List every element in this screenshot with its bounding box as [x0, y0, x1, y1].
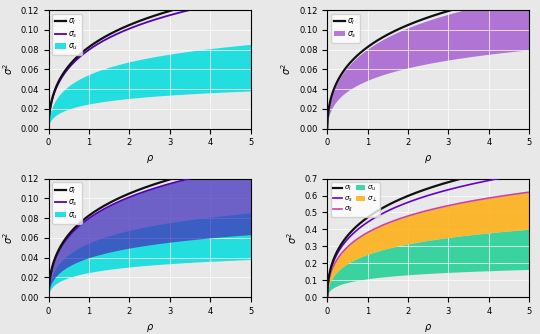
Y-axis label: $\sigma^2$: $\sigma^2$ — [285, 232, 299, 244]
Y-axis label: $\sigma^2$: $\sigma^2$ — [1, 63, 15, 75]
X-axis label: $\rho$: $\rho$ — [145, 153, 153, 165]
X-axis label: $\rho$: $\rho$ — [424, 322, 433, 334]
X-axis label: $\rho$: $\rho$ — [424, 153, 433, 165]
Legend: $\sigma_I$, $\sigma_s$, $\sigma_u$: $\sigma_I$, $\sigma_s$, $\sigma_u$ — [52, 182, 82, 224]
Y-axis label: $\sigma^2$: $\sigma^2$ — [280, 63, 293, 75]
X-axis label: $\rho$: $\rho$ — [145, 322, 153, 334]
Legend: $\sigma_I$, $\sigma_s$: $\sigma_I$, $\sigma_s$ — [331, 14, 360, 43]
Legend: $\sigma_I$, $\sigma_s$, $\sigma_u$: $\sigma_I$, $\sigma_s$, $\sigma_u$ — [52, 14, 82, 55]
Legend: $\sigma_I$, $\sigma_s$, $\sigma_{II}$, $\sigma_u$, $\sigma_\perp$: $\sigma_I$, $\sigma_s$, $\sigma_{II}$, $… — [330, 182, 380, 216]
Y-axis label: $\sigma^2$: $\sigma^2$ — [1, 232, 15, 244]
